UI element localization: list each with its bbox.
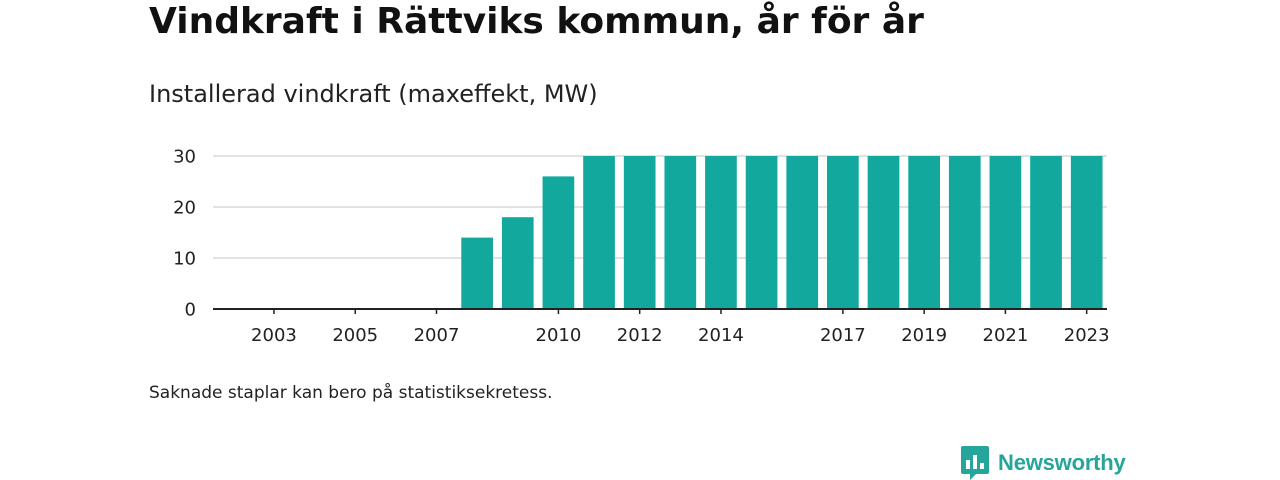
- x-tick-label: 2017: [820, 325, 866, 346]
- bar-2008: [461, 237, 493, 309]
- bar-2009: [501, 217, 534, 309]
- footnote: Saknade staplar kan bero på statistiksek…: [149, 383, 553, 403]
- brand-name: Newsworthy: [998, 450, 1126, 475]
- bar-2014: [705, 156, 737, 309]
- x-tick-label: 2003: [251, 325, 297, 346]
- brand-logo: Newsworthy: [961, 446, 1126, 480]
- bar-2019: [908, 156, 940, 309]
- bar-2017: [827, 156, 859, 309]
- y-tick-label: 30: [173, 147, 196, 168]
- y-tick-label: 20: [173, 198, 196, 219]
- chart-title: Vindkraft i Rättviks kommun, år för år: [149, 1, 924, 42]
- newsworthy-logo-icon: [961, 446, 989, 480]
- bar-2023: [1070, 156, 1103, 309]
- chart-subtitle: Installerad vindkraft (maxeffekt, MW): [149, 80, 598, 108]
- bar-2020: [948, 156, 981, 309]
- y-tick-label: 0: [185, 300, 196, 321]
- y-tick-label: 10: [173, 249, 196, 270]
- bar-2021: [989, 156, 1022, 309]
- bar-2022: [1030, 156, 1062, 309]
- bar-2015: [745, 156, 778, 309]
- bar-2011: [583, 156, 615, 309]
- bars: [461, 156, 1103, 309]
- x-tick-label: 2019: [901, 325, 947, 346]
- tick-labels: 0 10 20 30 2003 2005 2007 2010 2012 2014 2017 2019 2…: [173, 147, 1109, 347]
- x-tick-label: 2007: [414, 325, 460, 346]
- bar-2018: [867, 156, 900, 309]
- x-tick-label: 2014: [698, 325, 744, 346]
- x-tick-label: 2005: [332, 325, 378, 346]
- bar-2013: [664, 156, 697, 309]
- bar-2010: [542, 176, 575, 309]
- x-tick-label: 2021: [983, 325, 1029, 346]
- bar-2012: [623, 156, 656, 309]
- x-tick-label: 2023: [1064, 325, 1110, 346]
- x-tick-label: 2010: [536, 325, 582, 346]
- x-tick-label: 2012: [617, 325, 663, 346]
- bar-2016: [786, 156, 819, 309]
- axes: [213, 308, 1107, 314]
